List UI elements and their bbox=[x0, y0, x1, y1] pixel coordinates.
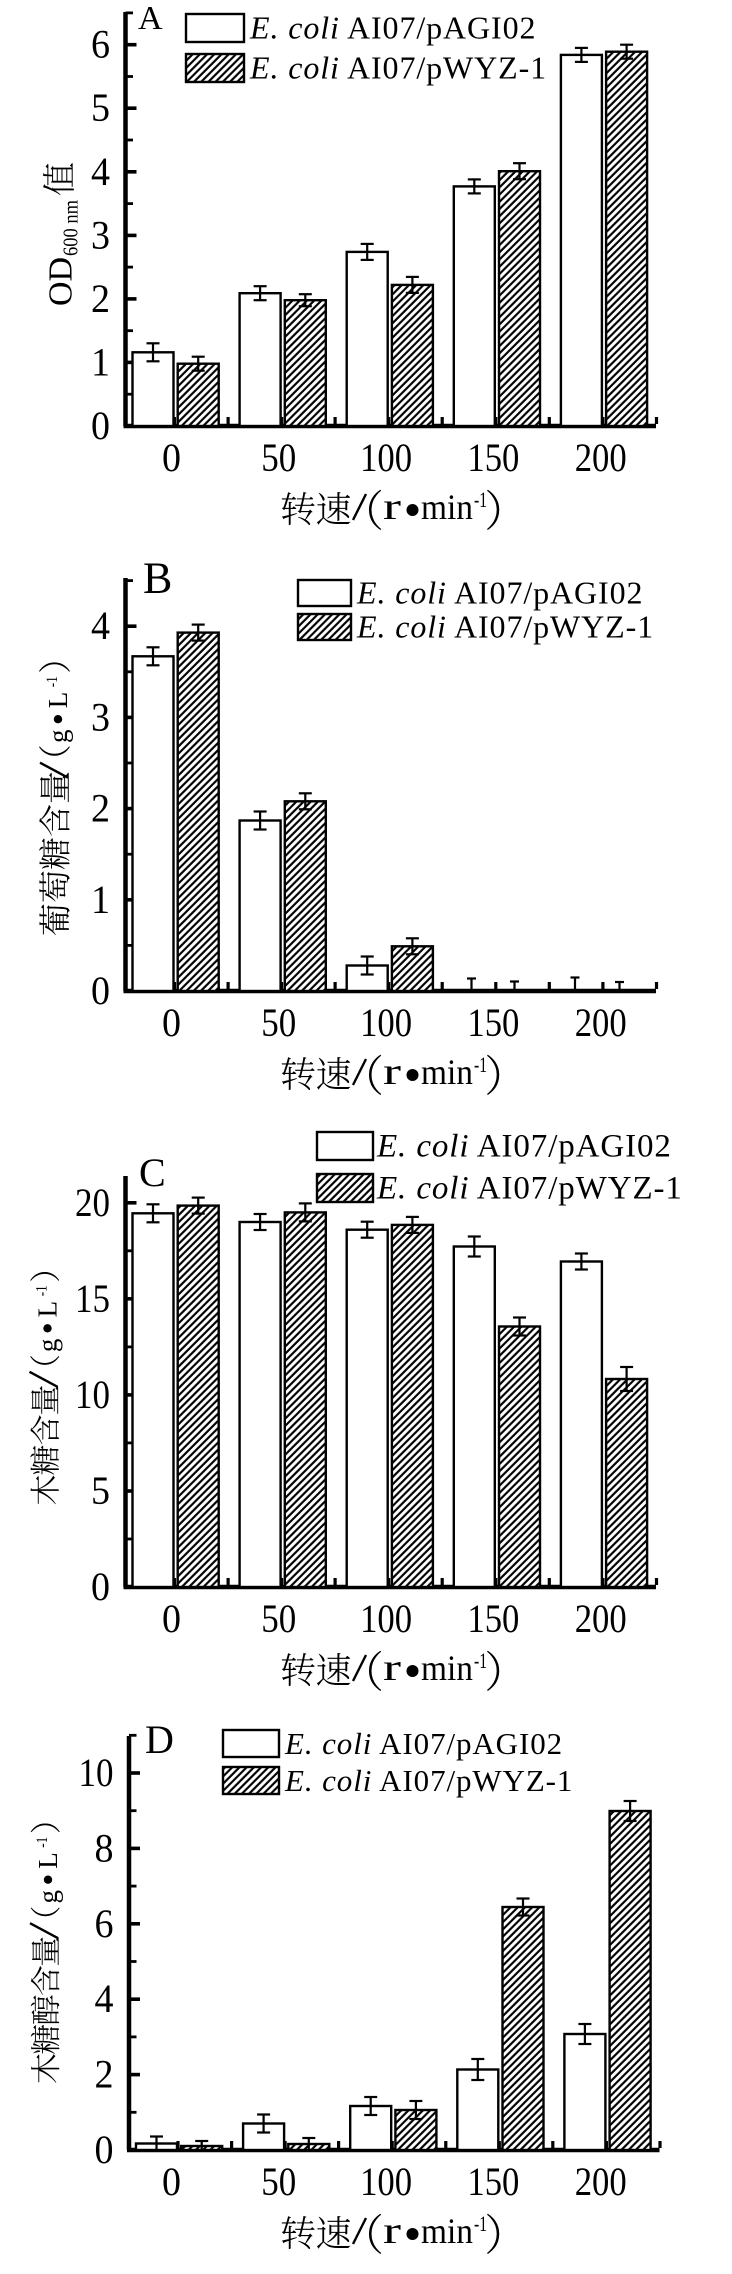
svg-text:r: r bbox=[383, 1051, 401, 1093]
svg-text:50: 50 bbox=[261, 1596, 296, 1641]
svg-text:r: r bbox=[383, 2210, 401, 2252]
svg-text:6: 6 bbox=[91, 22, 110, 67]
svg-text:r: r bbox=[383, 1647, 401, 1689]
svg-text:OD: OD bbox=[43, 257, 80, 306]
svg-text:100: 100 bbox=[360, 1000, 412, 1045]
svg-text:L: L bbox=[43, 692, 73, 709]
svg-text:1: 1 bbox=[91, 339, 110, 384]
svg-text:0: 0 bbox=[95, 2127, 114, 2172]
svg-text:200: 200 bbox=[575, 2159, 627, 2204]
svg-text:2: 2 bbox=[95, 2052, 114, 2097]
svg-text:4: 4 bbox=[91, 603, 110, 648]
svg-text:B: B bbox=[143, 554, 172, 603]
svg-text:0: 0 bbox=[91, 968, 110, 1013]
svg-text:150: 150 bbox=[467, 435, 519, 480]
svg-text:5: 5 bbox=[91, 1468, 110, 1513]
svg-text:r: r bbox=[383, 486, 401, 528]
svg-text:g: g bbox=[43, 730, 73, 744]
svg-text:0: 0 bbox=[162, 1000, 181, 1045]
svg-text:-1: -1 bbox=[34, 1837, 51, 1848]
svg-text:10: 10 bbox=[79, 1750, 114, 1795]
svg-text:-1: -1 bbox=[44, 676, 61, 687]
svg-text:150: 150 bbox=[467, 2159, 519, 2204]
svg-text:50: 50 bbox=[261, 1000, 296, 1045]
svg-text:4: 4 bbox=[95, 1976, 114, 2021]
svg-text:E. coli AI07/pAGI02: E. coli AI07/pAGI02 bbox=[356, 575, 643, 611]
svg-text:E. coli AI07/pWYZ-1: E. coli AI07/pWYZ-1 bbox=[356, 609, 654, 645]
svg-text:C: C bbox=[139, 1150, 166, 1195]
svg-text:15: 15 bbox=[75, 1276, 110, 1321]
svg-text:200: 200 bbox=[575, 1596, 627, 1641]
svg-text:8: 8 bbox=[95, 1825, 114, 1870]
svg-text:min: min bbox=[421, 2211, 473, 2251]
svg-text:-1: -1 bbox=[474, 2211, 487, 2236]
svg-text:g: g bbox=[33, 1339, 63, 1353]
svg-text:10: 10 bbox=[75, 1372, 110, 1417]
svg-text:50: 50 bbox=[261, 435, 296, 480]
svg-text:200: 200 bbox=[575, 435, 627, 480]
svg-text:2: 2 bbox=[91, 786, 110, 831]
svg-text:150: 150 bbox=[467, 1596, 519, 1641]
svg-text:5: 5 bbox=[91, 85, 110, 130]
svg-text:0: 0 bbox=[162, 2159, 181, 2204]
svg-text:E. coli AI07/pWYZ-1: E. coli AI07/pWYZ-1 bbox=[376, 1171, 683, 1207]
svg-text:0: 0 bbox=[91, 1564, 110, 1609]
svg-text:min: min bbox=[421, 1648, 473, 1688]
svg-text:E. coli AI07/pAGI02: E. coli AI07/pAGI02 bbox=[376, 1129, 672, 1165]
svg-text:100: 100 bbox=[360, 2159, 412, 2204]
svg-text:20: 20 bbox=[75, 1180, 110, 1225]
svg-text:E. coli AI07/pAGI02: E. coli AI07/pAGI02 bbox=[284, 1726, 563, 1761]
svg-text:L: L bbox=[33, 1852, 63, 1869]
svg-text:1: 1 bbox=[91, 877, 110, 922]
svg-text:min: min bbox=[421, 1052, 473, 1092]
svg-text:0: 0 bbox=[91, 403, 110, 448]
svg-text:E. coli AI07/pWYZ-1: E. coli AI07/pWYZ-1 bbox=[249, 50, 547, 86]
svg-text:L: L bbox=[33, 1301, 63, 1318]
svg-text:D: D bbox=[145, 1717, 174, 1762]
svg-text:150: 150 bbox=[467, 1000, 519, 1045]
svg-text:3: 3 bbox=[91, 212, 110, 257]
svg-text:0: 0 bbox=[162, 435, 181, 480]
svg-text:2: 2 bbox=[91, 276, 110, 321]
svg-text:E. coli AI07/pAGI02: E. coli AI07/pAGI02 bbox=[249, 10, 536, 46]
svg-text:g: g bbox=[33, 1890, 63, 1904]
svg-text:-1: -1 bbox=[34, 1285, 51, 1296]
svg-text:100: 100 bbox=[360, 1596, 412, 1641]
svg-text:4: 4 bbox=[91, 149, 110, 194]
svg-text:-1: -1 bbox=[474, 487, 487, 512]
svg-text:-1: -1 bbox=[474, 1052, 487, 1077]
svg-text:E. coli AI07/pWYZ-1: E. coli AI07/pWYZ-1 bbox=[284, 1763, 573, 1798]
svg-text:3: 3 bbox=[91, 694, 110, 739]
svg-text:200: 200 bbox=[575, 1000, 627, 1045]
svg-text:600 nm: 600 nm bbox=[59, 200, 83, 256]
svg-text:100: 100 bbox=[360, 435, 412, 480]
svg-text:min: min bbox=[421, 487, 473, 527]
svg-text:-1: -1 bbox=[474, 1648, 487, 1673]
svg-text:50: 50 bbox=[261, 2159, 296, 2204]
svg-text:0: 0 bbox=[162, 1596, 181, 1641]
svg-text:6: 6 bbox=[95, 1901, 114, 1946]
svg-text:A: A bbox=[138, 0, 163, 37]
